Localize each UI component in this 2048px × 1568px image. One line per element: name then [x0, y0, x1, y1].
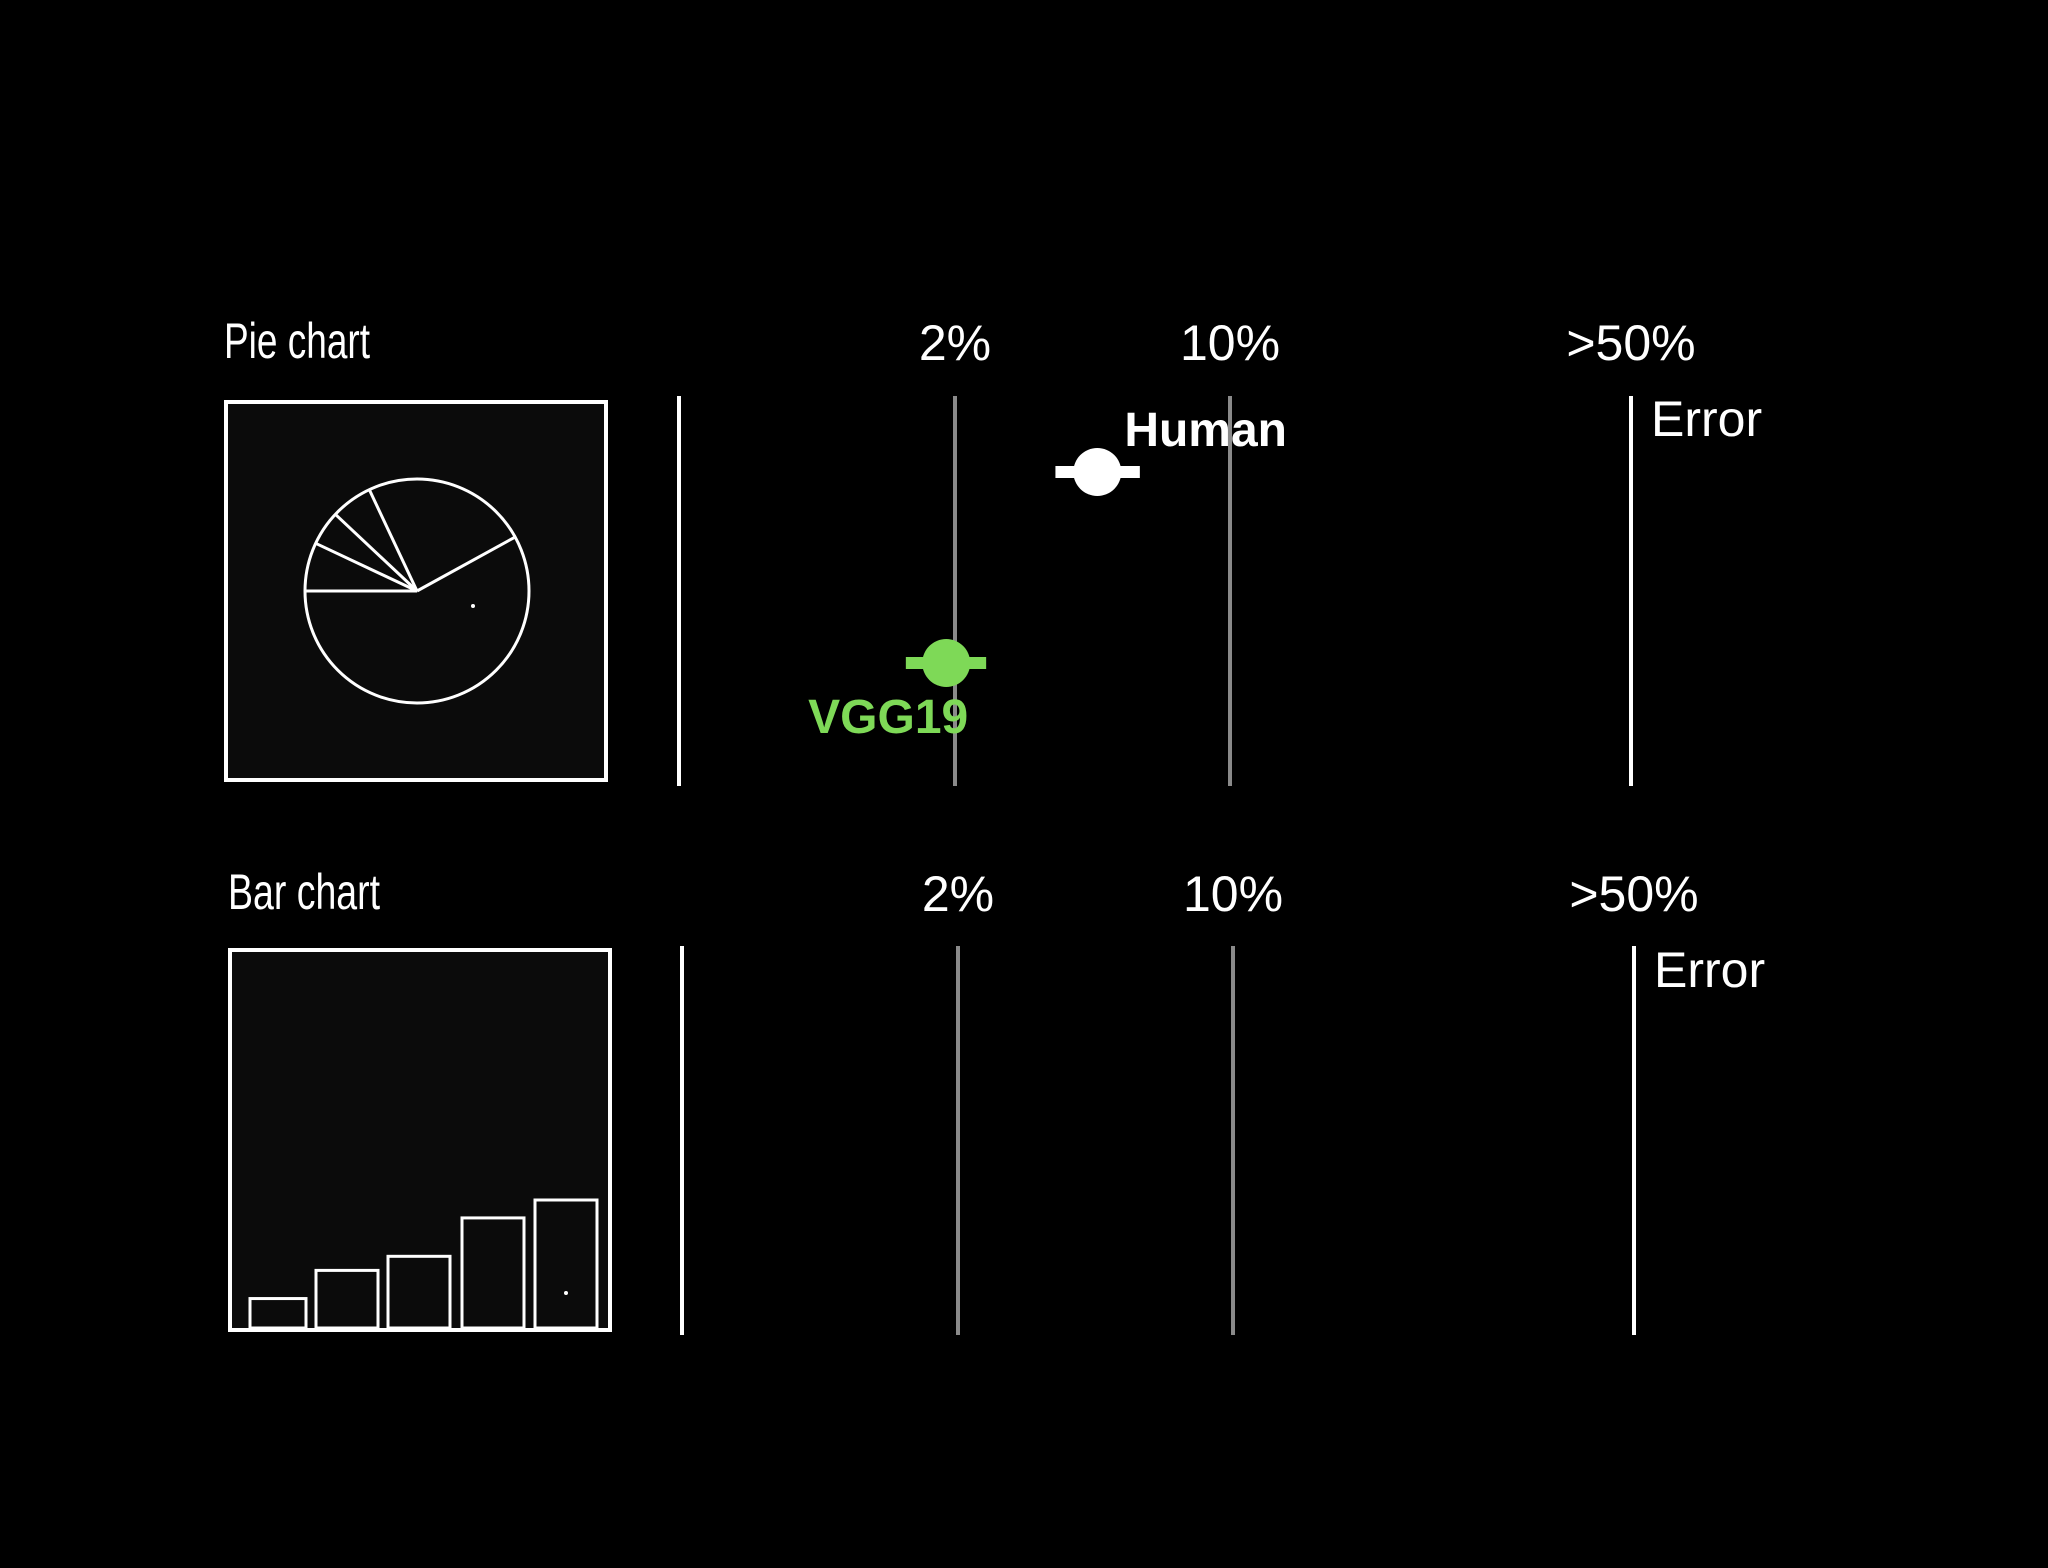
fixation-dot — [564, 1291, 568, 1295]
point-marker — [922, 639, 971, 687]
panel-bar-chart: Bar chart 2% 10% >50% Error — [228, 864, 1765, 1335]
tick-label: 10% — [1180, 315, 1280, 371]
tick-label: 10% — [1183, 866, 1283, 922]
bar — [248, 1297, 308, 1330]
panel-title: Bar chart — [228, 864, 380, 920]
data-point-human: Human — [1055, 404, 1287, 496]
error-axis: 2% 10% >50% Error — [919, 315, 1762, 786]
panel-pie-chart: Pie chart 2% 10% >50% Error Human VGG19 — [224, 313, 1762, 786]
bar — [460, 1216, 526, 1330]
pie-slice — [315, 541, 418, 593]
bar-stimulus — [248, 1198, 599, 1330]
point-marker — [1073, 448, 1122, 496]
tick-label: >50% — [1566, 315, 1695, 371]
bar — [533, 1198, 599, 1330]
fixation-dot — [471, 604, 475, 608]
bar — [386, 1254, 452, 1330]
error-label: Error — [1654, 942, 1765, 998]
stimulus-frame — [228, 948, 612, 1332]
pie-slice — [334, 513, 419, 593]
error-label: Error — [1651, 391, 1762, 447]
pie-slice — [416, 535, 516, 593]
pie-stimulus — [303, 477, 531, 705]
bar — [314, 1268, 380, 1330]
panel-title: Pie chart — [224, 313, 370, 369]
tick-label: 2% — [919, 315, 991, 371]
series-group: Human VGG19 — [808, 404, 1287, 744]
error-axis: 2% 10% >50% Error — [922, 866, 1765, 1335]
series-label: Human — [1124, 404, 1287, 457]
pie-slice — [367, 489, 419, 592]
tick-label: 2% — [922, 866, 994, 922]
series-label: VGG19 — [808, 691, 968, 744]
data-point-vgg19: VGG19 — [808, 639, 987, 744]
tick-label: >50% — [1569, 866, 1698, 922]
